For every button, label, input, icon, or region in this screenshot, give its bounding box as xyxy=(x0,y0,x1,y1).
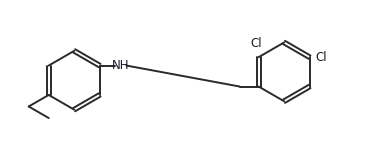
Text: Cl: Cl xyxy=(251,37,262,50)
Text: Cl: Cl xyxy=(316,51,328,64)
Text: NH: NH xyxy=(112,59,129,72)
